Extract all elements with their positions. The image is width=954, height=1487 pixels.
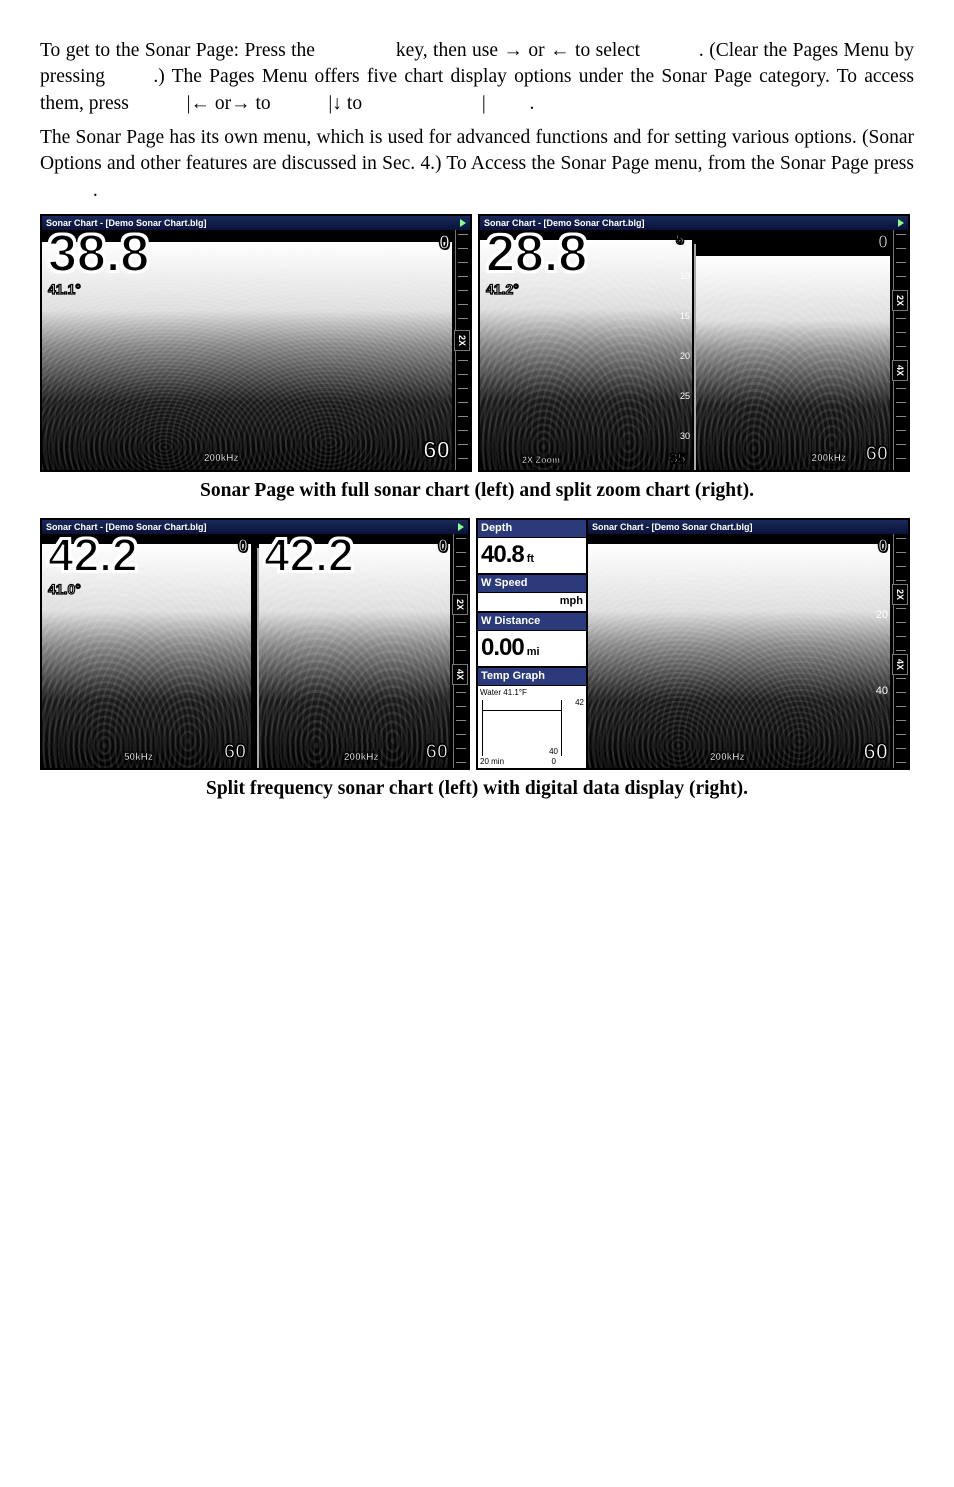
temp-x2: 0 — [552, 757, 556, 768]
temp-heading: Temp Graph — [478, 668, 586, 686]
range-bottom-a: 60 — [224, 739, 246, 766]
tick: 25 — [680, 390, 690, 402]
temp-reading: 41.1° — [48, 280, 81, 299]
figure-row-2: Sonar Chart - [Demo Sonar Chart.blg] 2X … — [40, 518, 914, 770]
sonar-split-zoom-chart: Sonar Chart - [Demo Sonar Chart.blg] 2X … — [478, 214, 910, 472]
range-bottom: 60 — [866, 441, 888, 468]
temp-x1: 20 min — [480, 757, 504, 768]
depth-reading: 28.8 — [486, 232, 587, 276]
range-top: 0 — [878, 230, 888, 254]
range-bottom: 60 — [864, 737, 888, 767]
tick: 15 — [680, 310, 690, 322]
speed-unit: mph — [560, 594, 583, 609]
sonar-chart-area: Sonar Chart - [Demo Sonar Chart.blg] 2X … — [588, 520, 908, 768]
zoom-range-top: 5 — [676, 230, 684, 249]
range-top: 0 — [878, 534, 888, 558]
frequency-label-b: 200kHz — [342, 751, 380, 765]
zoom-label-2x: 2X — [452, 594, 468, 615]
figure-row-1: Sonar Chart - [Demo Sonar Chart.blg] 2X … — [40, 214, 914, 472]
temp-reading: 41.2° — [486, 280, 519, 299]
range-bottom-b: 60 — [426, 739, 448, 766]
sonar-full-chart: Sonar Chart - [Demo Sonar Chart.blg] 2X … — [40, 214, 472, 472]
sonar-digital-data-window: Depth 40.8 ft W Speed mph W Distance 0.0… — [476, 518, 910, 770]
distance-heading: W Distance — [478, 613, 586, 631]
figure-1-caption: Sonar Page with full sonar chart (left) … — [40, 478, 914, 504]
zoom-overlay-label: 2X Zoom — [520, 454, 562, 466]
tick: 30 — [680, 430, 690, 442]
distance-box: W Distance 0.00 mi — [478, 613, 586, 668]
zoom-label-2x: 2X — [892, 290, 908, 311]
sonar-split-frequency-chart: Sonar Chart - [Demo Sonar Chart.blg] 2X … — [40, 518, 470, 770]
text: |← or→ to — [187, 93, 271, 114]
tick-20: 20 — [876, 608, 888, 623]
depth-reading: 38.8 — [48, 232, 149, 276]
text: .) The Pages Menu offers five chart disp… — [40, 66, 914, 113]
depth-reading-a: 42.2 — [48, 536, 138, 575]
frequency-label-a: 50kHz — [122, 751, 155, 765]
temp-graph-box: Temp Graph Water 41.1°F 42 40 20 min 0 — [478, 668, 586, 768]
depth-unit: ft — [527, 552, 534, 567]
sonar-canvas: 2X 4X 28.8 41.2° 0 60 5 35 10 15 20 25 3… — [480, 230, 908, 470]
text: To get to the Sonar Page: Press the — [40, 40, 315, 61]
depth-heading: Depth — [478, 520, 586, 538]
text: . — [530, 93, 535, 114]
tick: 10 — [680, 270, 690, 282]
paragraph-1: To get to the Sonar Page: Press the key,… — [40, 38, 914, 117]
temp-water-label: Water 41.1°F — [480, 688, 527, 699]
text: key, then use → or ← to select — [396, 40, 640, 61]
text: | — [482, 93, 486, 114]
play-icon — [898, 219, 904, 227]
temp-reading: 41.0° — [48, 580, 81, 599]
play-icon — [458, 523, 464, 531]
depth-box: Depth 40.8 ft — [478, 520, 586, 575]
zoom-label: 2X — [454, 330, 470, 351]
distance-unit: mi — [527, 645, 540, 660]
temp-42: 42 — [575, 698, 584, 709]
range-top: 0 — [439, 230, 450, 257]
zoom-label-4x: 4X — [892, 360, 908, 381]
figure-2-caption: Split frequency sonar chart (left) with … — [40, 776, 914, 802]
zoom-label-2x: 2X — [892, 584, 908, 605]
paragraph-2: The Sonar Page has its own menu, which i… — [40, 125, 914, 204]
window-titlebar: Sonar Chart - [Demo Sonar Chart.blg] — [588, 520, 908, 534]
speed-heading: W Speed — [478, 575, 586, 593]
depth-scale — [893, 534, 908, 768]
speed-box: W Speed mph — [478, 575, 586, 613]
text: . — [93, 180, 98, 201]
frequency-label: 200kHz — [202, 452, 240, 466]
tick: 20 — [680, 350, 690, 362]
frequency-label: 200kHz — [810, 452, 848, 466]
frequency-label: 200kHz — [708, 751, 746, 765]
distance-value: 0.00 — [481, 632, 524, 664]
zoom-range-bottom: 35 — [670, 449, 686, 468]
title-text: Sonar Chart - [Demo Sonar Chart.blg] — [592, 521, 753, 533]
tick-40: 40 — [876, 684, 888, 699]
sonar-canvas: 2X 38.8 41.1° 0 60 200kHz — [42, 230, 470, 470]
range-top-b: 0 — [438, 534, 448, 558]
digital-data-column: Depth 40.8 ft W Speed mph W Distance 0.0… — [478, 520, 588, 768]
depth-scale — [453, 534, 468, 768]
zoom-label-4x: 4X — [452, 664, 468, 685]
range-bottom: 60 — [423, 435, 450, 467]
text: The Sonar Page has its own menu, which i… — [40, 127, 914, 174]
depth-reading-b: 42.2 — [264, 536, 354, 575]
range-top-a: 0 — [238, 534, 248, 558]
sonar-canvas: 2X 4X 0 20 40 60 200kHz — [588, 534, 908, 768]
sonar-canvas: 2X 4X 42.2 42.2 41.0° 0 0 60 60 50kHz 20… — [42, 534, 468, 768]
text: |↓ to — [328, 93, 362, 114]
zoom-label-4x: 4X — [892, 654, 908, 675]
temp-graph: Water 41.1°F 42 40 20 min 0 — [478, 686, 586, 768]
depth-value: 40.8 — [481, 539, 524, 571]
play-icon — [460, 219, 466, 227]
depth-scale — [893, 230, 908, 470]
